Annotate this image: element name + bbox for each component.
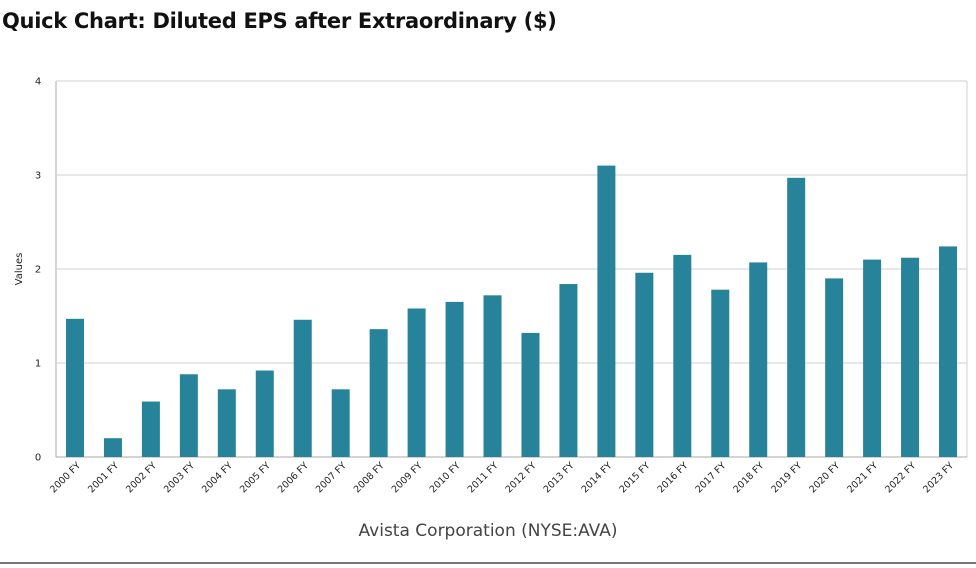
bar <box>787 177 806 457</box>
page-title: Quick Chart: Diluted EPS after Extraordi… <box>2 9 557 33</box>
bar <box>521 332 540 457</box>
bar <box>255 370 274 457</box>
y-tick-label: 1 <box>35 359 41 370</box>
y-tick-label: 2 <box>35 265 41 276</box>
bar <box>65 318 84 457</box>
bar <box>293 319 312 457</box>
bar <box>103 438 122 457</box>
gridlines <box>55 80 968 458</box>
bar <box>863 259 882 457</box>
x-tick-label: 2017 FY <box>693 460 728 495</box>
y-axis-title: Values <box>14 253 25 286</box>
x-tick-label: 2019 FY <box>769 460 804 495</box>
bar <box>939 246 958 457</box>
x-tick-label: 2013 FY <box>542 460 577 495</box>
bar <box>711 289 730 457</box>
bar <box>597 165 616 457</box>
x-axis-labels: 2000 FY 2001 FY 2002 FY 2003 FY 2004 FY 2005 … <box>48 460 956 495</box>
bar <box>825 278 844 457</box>
bar-chart: 0 1 2 3 4 2000 FY 2001 FY 2002 FY 2003 FY 2004 F… <box>14 77 968 495</box>
x-tick-label: 2023 FY <box>921 460 956 495</box>
bar <box>217 389 236 457</box>
y-tick-label: 3 <box>35 171 41 182</box>
x-tick-label: 2006 FY <box>276 460 311 495</box>
x-tick-label: 2010 FY <box>428 460 463 495</box>
x-tick-label: 2000 FY <box>48 460 83 495</box>
bar <box>673 254 692 457</box>
bar <box>331 389 350 457</box>
x-tick-label: 2007 FY <box>314 460 349 495</box>
bar <box>559 284 578 457</box>
x-tick-label: 2014 FY <box>580 460 615 495</box>
bar <box>635 272 654 457</box>
x-tick-label: 2015 FY <box>617 460 652 495</box>
bar <box>141 401 160 457</box>
bar <box>369 329 388 457</box>
chart-subtitle: Avista Corporation (NYSE:AVA) <box>358 521 618 541</box>
bar <box>483 295 502 457</box>
x-tick-label: 2018 FY <box>731 460 766 495</box>
x-tick-label: 2005 FY <box>238 460 273 495</box>
bar <box>445 301 464 457</box>
x-tick-label: 2002 FY <box>124 460 159 495</box>
y-axis-ticks: 0 1 2 3 4 <box>35 77 41 464</box>
x-tick-label: 2009 FY <box>390 460 425 495</box>
x-tick-label: 2008 FY <box>352 460 387 495</box>
bar <box>179 374 198 457</box>
x-tick-label: 2001 FY <box>86 460 121 495</box>
x-tick-label: 2003 FY <box>162 460 197 495</box>
x-tick-label: 2004 FY <box>200 460 235 495</box>
bar <box>407 308 426 457</box>
y-tick-label: 0 <box>35 453 41 464</box>
x-tick-label: 2016 FY <box>655 460 690 495</box>
bar <box>749 262 768 457</box>
x-tick-label: 2012 FY <box>504 460 539 495</box>
bars <box>65 165 958 457</box>
x-tick-label: 2011 FY <box>466 460 501 495</box>
bottom-divider <box>0 562 976 564</box>
bar <box>901 257 920 457</box>
x-tick-label: 2022 FY <box>883 460 918 495</box>
y-tick-label: 4 <box>35 77 41 88</box>
x-tick-label: 2020 FY <box>807 460 842 495</box>
x-tick-label: 2021 FY <box>845 460 880 495</box>
